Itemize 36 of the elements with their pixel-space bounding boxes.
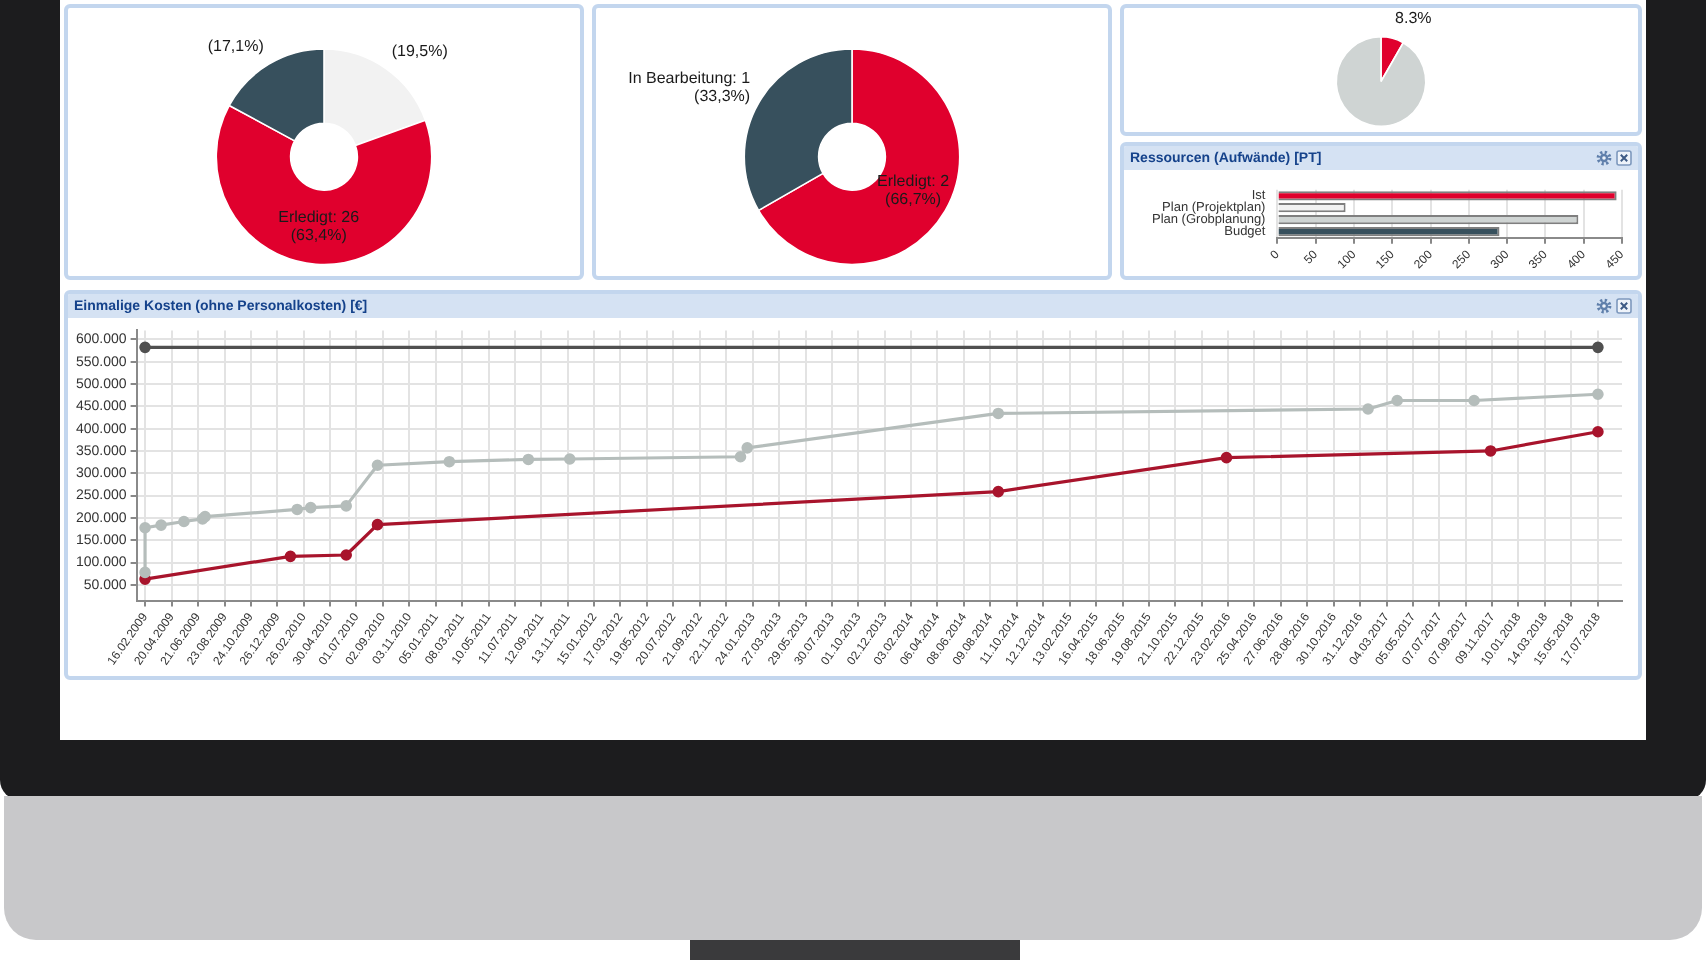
point [284,550,297,563]
point [443,455,456,468]
point [1484,445,1497,457]
point [304,501,317,514]
point [139,341,151,354]
point [371,459,384,472]
data-label: (33,3%) [694,87,751,106]
data-label: (63,4%) [290,225,348,244]
point [139,521,151,534]
point [522,453,535,466]
slice-label: Erledigt: 2 [877,172,951,191]
point [1592,341,1604,354]
point [178,515,190,528]
slice-label: In Bearbeitung: 1 [628,69,752,88]
point [1391,394,1403,407]
point [992,407,1005,420]
point [139,566,151,579]
point [155,519,167,531]
point [734,450,747,463]
point [340,549,353,561]
data-label: 8.3% [1395,9,1432,28]
point [1220,451,1233,464]
point [291,503,303,516]
point [1468,394,1480,407]
point [563,453,576,465]
point [992,485,1005,498]
data-label: (19,5%) [391,42,449,61]
point [741,442,754,454]
data-label: (66,7%) [885,190,942,209]
point [1592,425,1604,438]
point [1362,403,1374,415]
data-label: (17,1%) [207,37,265,56]
point [371,518,384,531]
slice-label: Erledigt: 26 [278,207,361,226]
point [340,500,353,512]
point [1592,388,1604,401]
